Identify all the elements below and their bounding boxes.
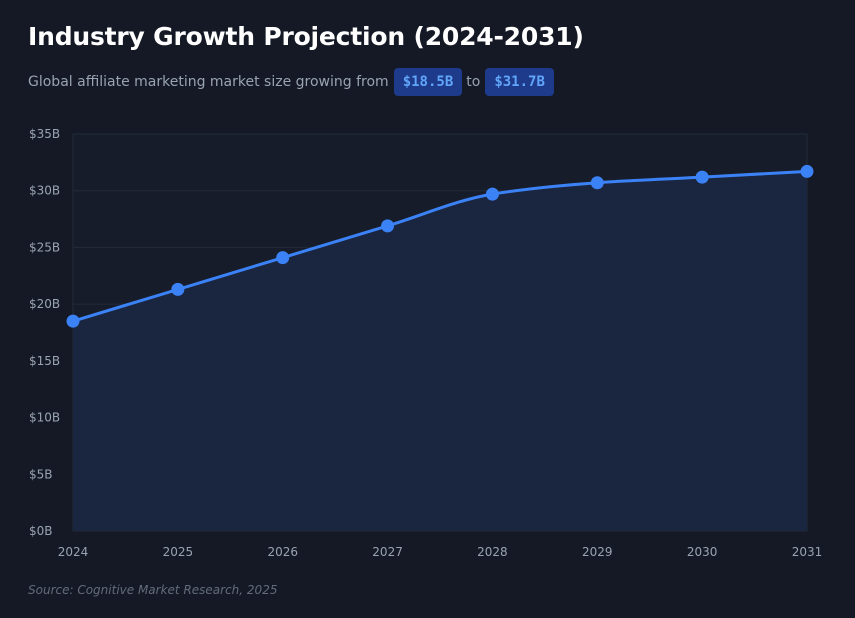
x-tick-label: 2029 [582, 545, 613, 559]
x-tick-label: 2026 [267, 545, 298, 559]
y-tick-label: $30B [29, 184, 60, 198]
end-value-badge: $31.7B [485, 68, 554, 96]
x-tick-label: 2027 [372, 545, 403, 559]
source-note: Source: Cognitive Market Research, 2025 [28, 583, 278, 597]
y-tick-label: $5B [29, 467, 53, 481]
subtitle-mid: to [466, 74, 481, 90]
y-tick-label: $20B [29, 297, 60, 311]
x-tick-label: 2028 [477, 545, 508, 559]
y-tick-label: $15B [29, 354, 60, 368]
chart-title: Industry Growth Projection (2024-2031) [28, 22, 584, 51]
data-point-2027[interactable] [381, 219, 395, 233]
chart-subtitle: Global affiliate marketing market size g… [28, 67, 558, 97]
y-tick-label: $25B [29, 240, 60, 254]
y-tick-label: $10B [29, 411, 60, 425]
area-fill [73, 171, 807, 531]
data-point-2026[interactable] [276, 251, 290, 265]
x-tick-label: 2031 [792, 545, 823, 559]
data-point-2031[interactable] [800, 164, 814, 178]
data-point-2029[interactable] [590, 176, 604, 190]
data-point-2030[interactable] [695, 170, 709, 184]
y-axis: $0B $5B $10B $15B $20B $25B $30B $35B [29, 127, 60, 538]
x-axis: 2024 2025 2026 2027 2028 2029 2030 2031 [58, 545, 823, 559]
x-tick-label: 2025 [163, 545, 194, 559]
data-point-2028[interactable] [485, 187, 499, 201]
subtitle-prefix: Global affiliate marketing market size g… [28, 74, 389, 90]
data-point-2024[interactable] [66, 314, 80, 328]
x-tick-label: 2030 [687, 545, 718, 559]
data-point-2025[interactable] [171, 282, 185, 296]
y-tick-label: $35B [29, 127, 60, 141]
series-line [71, 169, 809, 323]
x-tick-label: 2024 [58, 545, 89, 559]
data-points [66, 164, 814, 328]
y-tick-label: $0B [29, 524, 53, 538]
start-value-badge: $18.5B [393, 68, 463, 96]
